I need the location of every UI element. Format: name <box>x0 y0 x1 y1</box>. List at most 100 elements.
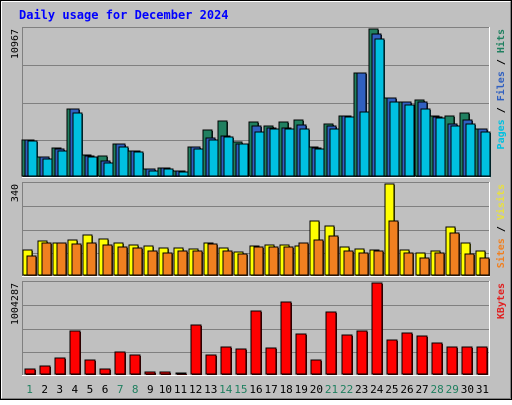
bar-sites-day-9 <box>147 250 158 276</box>
bar <box>178 171 189 177</box>
bar-kbytes-day-16 <box>250 310 262 375</box>
bar <box>57 150 68 177</box>
bar <box>344 116 355 177</box>
bar <box>434 252 445 276</box>
x-axis-day-labels: 1 2 3 4 5 6 7 8 9 10 11 12 13 14 15 16 17 18 19 20 21 22 23 24 2… <box>26 383 489 396</box>
x-tick-label: 31 <box>476 383 489 396</box>
bar-kbytes-day-29 <box>446 346 458 375</box>
bar <box>208 139 219 177</box>
bar <box>419 257 430 276</box>
bar <box>476 346 488 375</box>
bar <box>41 242 52 276</box>
x-tick-label: 9 <box>147 383 154 396</box>
bar-kbytes-day-1 <box>24 368 36 375</box>
bar <box>72 112 83 177</box>
x-tick-label: 15 <box>234 383 247 396</box>
bar-sites-day-21 <box>328 235 339 276</box>
bar <box>71 243 82 276</box>
chart-panels: 10967 Pages / Files / Hits 340 Sites / Visi… <box>10 27 507 376</box>
bar <box>420 108 431 177</box>
bar-sites-day-26 <box>403 252 414 276</box>
bar-sites-day-7 <box>117 246 128 276</box>
bar <box>190 324 202 375</box>
bar <box>192 250 203 276</box>
panel-middle: 340 Sites / Visits <box>10 182 507 277</box>
x-tick-label: 13 <box>204 383 217 396</box>
bar-kbytes-day-20 <box>310 359 322 375</box>
bar <box>117 246 128 276</box>
bar-kbytes-day-13 <box>205 354 217 375</box>
panel-top: 10967 Pages / Files / Hits <box>10 27 507 178</box>
legend-label-part: / <box>496 53 507 71</box>
bar-sites-day-14 <box>222 250 233 276</box>
bar-sites-day-24 <box>373 250 384 276</box>
bar-kbytes-day-19 <box>295 333 307 375</box>
legend-label-part: / <box>496 220 507 238</box>
bar <box>69 330 81 375</box>
bar-sites-day-8 <box>132 247 143 276</box>
x-tick-label: 26 <box>400 383 413 396</box>
bar <box>103 162 114 177</box>
bar-kbytes-day-17 <box>265 347 277 375</box>
bar <box>129 354 141 375</box>
y-axis-max-label: 10967 <box>10 29 21 59</box>
bar-kbytes-day-21 <box>325 311 337 375</box>
bar-pages-day-31 <box>480 131 491 177</box>
bar-kbytes-day-27 <box>416 335 428 375</box>
bar-kbytes-day-12 <box>190 324 202 375</box>
bar <box>373 250 384 276</box>
bar <box>193 148 204 177</box>
bar-sites-day-3 <box>56 242 67 276</box>
bar-sites-day-4 <box>71 243 82 276</box>
bar <box>388 220 399 276</box>
bar <box>133 151 144 177</box>
x-tick-label: 11 <box>174 383 187 396</box>
x-tick-label: 2 <box>41 383 48 396</box>
bar-kbytes-day-8 <box>129 354 141 375</box>
bar <box>284 128 295 177</box>
legend-label-part: / <box>496 101 507 119</box>
bar <box>386 339 398 375</box>
bar <box>237 253 248 276</box>
bar-kbytes-day-11 <box>175 372 187 375</box>
legend-label-part: Hits <box>495 29 507 53</box>
x-tick-label: 23 <box>355 383 368 396</box>
bar-sites-day-28 <box>434 252 445 276</box>
bar <box>222 250 233 276</box>
bar-sites-day-20 <box>313 239 324 276</box>
bar-sites-day-19 <box>298 242 309 276</box>
bar <box>144 371 156 375</box>
bar-kbytes-day-4 <box>69 330 81 375</box>
legend-label: KBytes <box>496 283 507 319</box>
bar <box>223 136 234 177</box>
bar <box>358 252 369 276</box>
bar-sites-day-25 <box>388 220 399 276</box>
bar <box>42 158 53 177</box>
legend-label-part: KBytes <box>496 283 507 319</box>
bar <box>254 131 265 177</box>
legend-label-part: Visits <box>495 184 507 220</box>
bar <box>86 242 97 276</box>
legend-label-part: Sites <box>495 238 507 268</box>
x-tick-label: 7 <box>117 383 124 396</box>
x-tick-label: 6 <box>102 383 109 396</box>
bar <box>325 311 337 375</box>
bar-sites-day-1 <box>26 255 37 276</box>
bar <box>359 111 370 177</box>
bar <box>416 335 428 375</box>
bar-kbytes-day-2 <box>39 365 51 375</box>
x-tick-label: 3 <box>56 383 63 396</box>
bar-kbytes-day-3 <box>54 357 66 375</box>
panel-bottom: 1004287 KBytes <box>10 281 507 376</box>
legend-label: Sites / Visits <box>495 184 507 268</box>
bar <box>265 347 277 375</box>
bar <box>102 244 113 276</box>
bar-sites-day-6 <box>102 244 113 276</box>
bar <box>56 242 67 276</box>
bar <box>341 334 353 375</box>
bar-pages-day-5 <box>87 156 98 177</box>
legend-label: Pages / Files / Hits <box>495 29 507 149</box>
bar-sites-day-29 <box>449 232 460 276</box>
bar <box>299 128 310 177</box>
